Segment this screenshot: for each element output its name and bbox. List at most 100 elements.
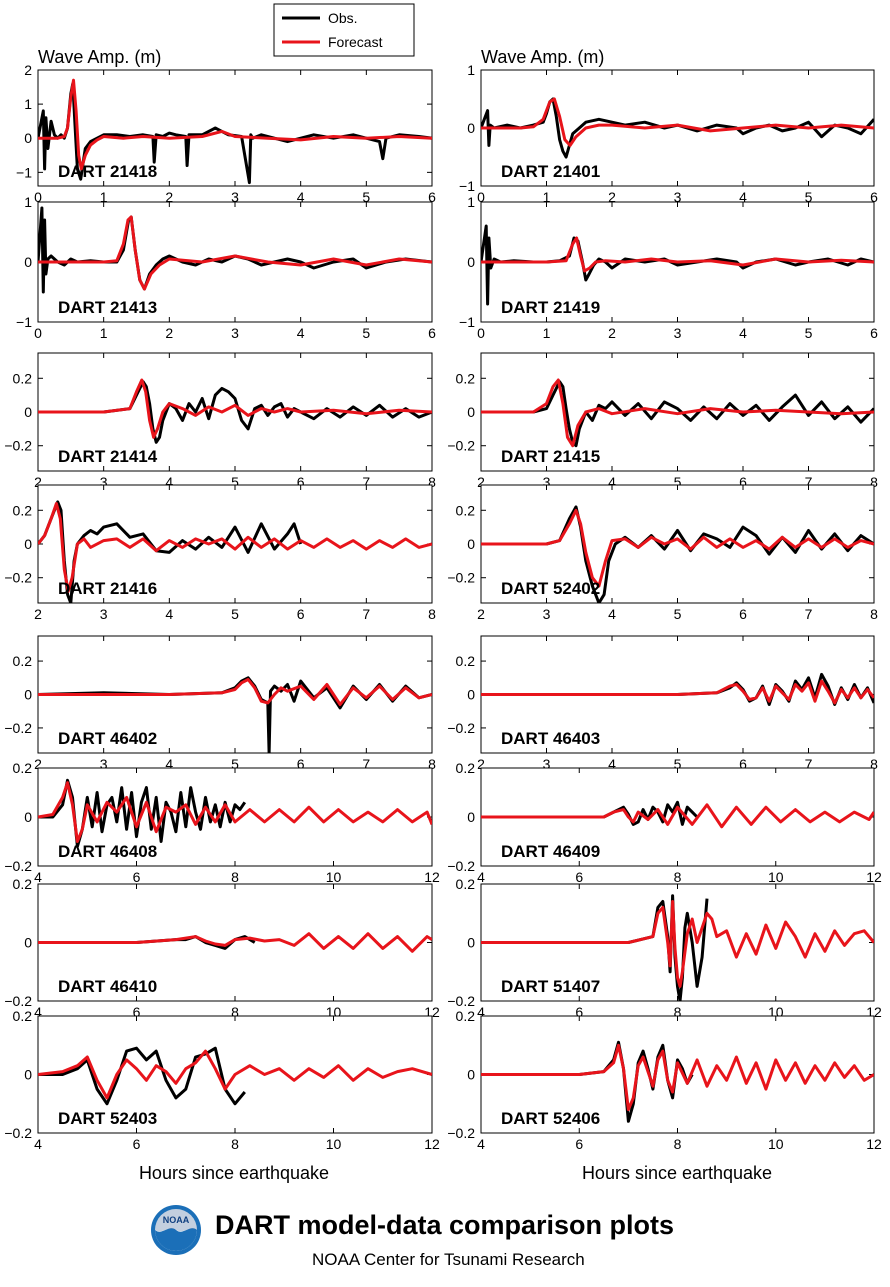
x-tick-label: 6 <box>870 325 878 341</box>
series-forecast-line <box>38 1049 432 1100</box>
x-tick-label: 7 <box>362 606 370 622</box>
station-label: DART 52403 <box>58 1109 157 1128</box>
y-tick-label: −0.2 <box>447 858 475 874</box>
y-tick-label: 0 <box>467 687 475 703</box>
x-tick-label: 1 <box>100 189 108 205</box>
y-tick-label: 0 <box>24 536 32 552</box>
x-tick-label: 3 <box>543 474 551 490</box>
x-tick-label: 8 <box>428 756 436 772</box>
x-tick-label: 3 <box>100 756 108 772</box>
x-tick-label: 4 <box>608 606 616 622</box>
x-tick-label: 4 <box>608 756 616 772</box>
x-tick-label: 3 <box>674 325 682 341</box>
x-tick-label: 2 <box>608 189 616 205</box>
xlabel-left: Hours since earthquake <box>139 1163 329 1183</box>
panel-dart-46403: 2 3 4 5 6 7 8 0.2 0 −0.2 DART 46403 <box>447 635 878 772</box>
y-tick-label: −0.2 <box>4 993 32 1009</box>
station-label: DART 21416 <box>58 579 157 598</box>
x-tick-label: 3 <box>543 606 551 622</box>
x-tick-label: 4 <box>477 1136 485 1152</box>
x-tick-label: 6 <box>739 474 747 490</box>
x-tick-label: 4 <box>165 606 173 622</box>
x-tick-label: 2 <box>165 325 173 341</box>
x-tick-label: 7 <box>805 606 813 622</box>
y-tick-label: 0.2 <box>13 502 33 518</box>
x-tick-label: 3 <box>231 325 239 341</box>
station-label: DART 46409 <box>501 842 600 861</box>
x-tick-label: 12 <box>866 1136 882 1152</box>
x-tick-label: 7 <box>805 756 813 772</box>
y-tick-label: −1 <box>459 314 475 330</box>
legend-forecast-label: Forecast <box>328 34 383 50</box>
x-tick-label: 4 <box>34 1136 42 1152</box>
station-label: DART 52402 <box>501 579 600 598</box>
xlabel-right: Hours since earthquake <box>582 1163 772 1183</box>
x-tick-label: 8 <box>231 869 239 885</box>
x-tick-label: 5 <box>231 474 239 490</box>
series-forecast-line <box>38 215 432 291</box>
panel-dart-52406: 4 6 8 10 12 0.2 0 −0.2 DART 52406 <box>447 1008 882 1152</box>
footer-title: DART model-data comparison plots <box>215 1210 675 1240</box>
x-tick-label: 8 <box>428 606 436 622</box>
y-tick-label: 0 <box>467 120 475 136</box>
y-tick-label: 0 <box>24 935 32 951</box>
x-tick-label: 4 <box>608 474 616 490</box>
y-tick-label: 0 <box>24 1067 32 1083</box>
station-label: DART 46410 <box>58 977 157 996</box>
legend: Obs. Forecast <box>273 3 415 57</box>
y-tick-label: −0.2 <box>447 570 475 586</box>
x-tick-label: 1 <box>543 325 551 341</box>
x-tick-label: 4 <box>297 189 305 205</box>
y-tick-label: 0 <box>467 1067 475 1083</box>
x-tick-label: 2 <box>477 756 485 772</box>
series-obs-line <box>481 380 874 448</box>
series-forecast-line <box>38 78 432 171</box>
station-label: DART 21401 <box>501 162 600 181</box>
y-tick-label: 0 <box>24 809 32 825</box>
x-tick-label: 8 <box>870 756 878 772</box>
series-forecast-line <box>481 378 874 448</box>
station-label: DART 52406 <box>501 1109 600 1128</box>
station-label: DART 21419 <box>501 298 600 317</box>
y-tick-label: 0 <box>467 254 475 270</box>
x-tick-label: 1 <box>100 325 108 341</box>
x-tick-label: 5 <box>231 756 239 772</box>
series-forecast-line <box>481 97 874 147</box>
x-tick-label: 4 <box>739 189 747 205</box>
x-tick-label: 7 <box>805 474 813 490</box>
x-tick-label: 6 <box>870 189 878 205</box>
station-label: DART 21415 <box>501 447 600 466</box>
x-tick-label: 10 <box>326 869 342 885</box>
x-tick-label: 12 <box>424 1136 440 1152</box>
noaa-logo-icon: NOAA <box>151 1205 201 1255</box>
x-tick-label: 6 <box>133 869 141 885</box>
ylabel-right: Wave Amp. (m) <box>481 47 604 67</box>
panel-dart-46408: 4 6 8 10 12 0.2 0 −0.2 DART 46408 <box>4 760 440 885</box>
noaa-logo-text: NOAA <box>163 1215 190 1225</box>
x-tick-label: 8 <box>231 1136 239 1152</box>
y-tick-label: 1 <box>24 96 32 112</box>
x-tick-label: 3 <box>543 756 551 772</box>
x-tick-label: 4 <box>34 1004 42 1020</box>
x-tick-label: 6 <box>297 606 305 622</box>
series-forecast-line <box>38 678 432 706</box>
x-tick-label: 2 <box>34 756 42 772</box>
series-obs-line <box>38 1046 246 1106</box>
series-forecast-line <box>38 932 432 953</box>
x-tick-label: 4 <box>165 474 173 490</box>
x-tick-label: 6 <box>133 1004 141 1020</box>
y-tick-label: −0.2 <box>447 438 475 454</box>
panel-frame <box>37 484 433 604</box>
x-tick-label: 6 <box>739 606 747 622</box>
x-tick-label: 8 <box>870 606 878 622</box>
x-tick-label: 0 <box>34 325 42 341</box>
y-tick-label: 0 <box>467 536 475 552</box>
x-tick-label: 6 <box>297 474 305 490</box>
x-tick-label: 12 <box>866 869 882 885</box>
x-tick-label: 5 <box>362 325 370 341</box>
y-tick-label: 0.2 <box>13 370 33 386</box>
x-tick-label: 5 <box>674 756 682 772</box>
